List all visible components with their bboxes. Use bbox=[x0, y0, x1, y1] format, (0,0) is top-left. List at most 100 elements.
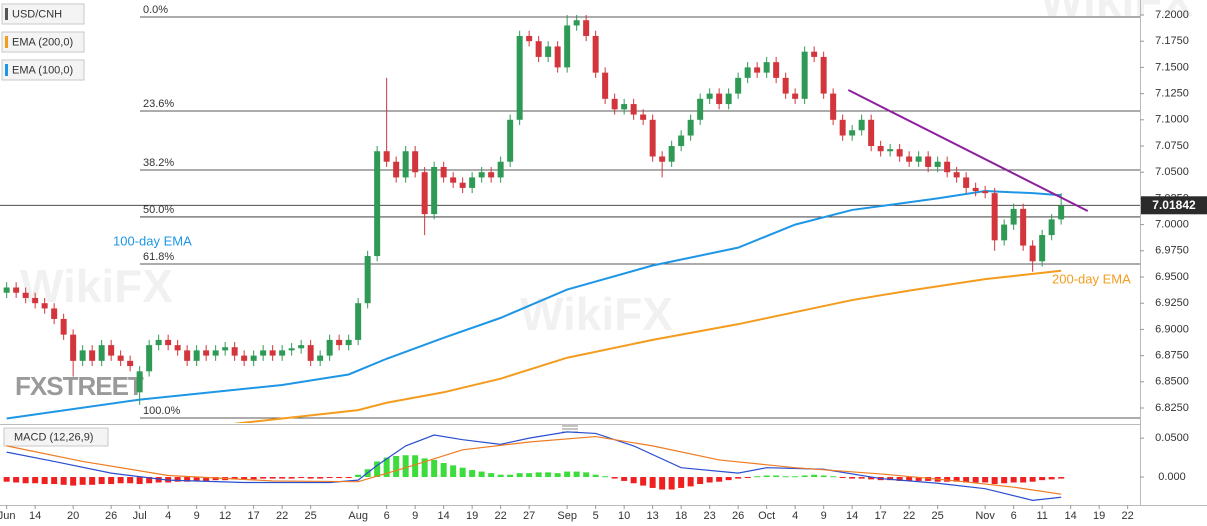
candle-body bbox=[279, 350, 286, 356]
candle-body bbox=[298, 345, 305, 349]
x-tick-label: 22 bbox=[276, 510, 288, 522]
candle-body bbox=[963, 177, 970, 188]
macd-histogram-bar bbox=[735, 477, 742, 479]
y-tick-label: 6.9750 bbox=[1155, 245, 1189, 257]
candle-body bbox=[117, 355, 124, 361]
y-tick-label: 6.9000 bbox=[1155, 323, 1189, 335]
candle-body bbox=[374, 151, 381, 257]
x-tick-label: 20 bbox=[67, 510, 79, 522]
macd-histogram-bar bbox=[279, 477, 286, 479]
annotation: 100-day EMA bbox=[113, 233, 192, 248]
macd-histogram-bar bbox=[668, 477, 675, 490]
candle-body bbox=[250, 355, 257, 361]
candle-body bbox=[906, 156, 913, 162]
x-tick-label: 14 bbox=[29, 510, 41, 522]
macd-histogram-bar bbox=[1058, 477, 1065, 479]
macd-histogram-bar bbox=[516, 473, 523, 478]
macd-histogram-bar bbox=[507, 474, 514, 478]
candle-body bbox=[41, 303, 48, 309]
fib-label: 38.2% bbox=[143, 157, 174, 169]
candle-body bbox=[421, 172, 428, 215]
macd-histogram-bar bbox=[773, 475, 780, 478]
macd-histogram-bar bbox=[288, 477, 295, 479]
macd-histogram-bar bbox=[687, 477, 694, 487]
macd-histogram-bar bbox=[41, 477, 48, 485]
candle-body bbox=[526, 35, 533, 42]
candle-body bbox=[896, 149, 903, 157]
candle-body bbox=[507, 119, 514, 162]
y-tick-label: 7.0750 bbox=[1155, 140, 1189, 152]
candle-body bbox=[1010, 208, 1017, 225]
annotation: 200-day EMA bbox=[1052, 271, 1131, 286]
x-tick-label: 27 bbox=[523, 510, 535, 522]
candle-body bbox=[1020, 208, 1027, 246]
candle-body bbox=[830, 93, 837, 120]
candle-body bbox=[583, 20, 590, 36]
x-tick-label: 4 bbox=[165, 510, 171, 522]
y-tick-label: 0.0500 bbox=[1155, 432, 1189, 444]
y-tick-label: 7.0500 bbox=[1155, 166, 1189, 178]
x-tick-label: 17 bbox=[875, 510, 887, 522]
watermark: WikiFX bbox=[1040, 0, 1193, 26]
candle-body bbox=[203, 350, 210, 356]
candle-body bbox=[839, 119, 846, 136]
macd-histogram-bar bbox=[402, 455, 409, 478]
fib-label: 50.0% bbox=[143, 204, 174, 216]
macd-histogram-bar bbox=[478, 471, 485, 478]
macd-histogram-bar bbox=[621, 477, 628, 481]
candle-body bbox=[98, 345, 105, 361]
macd-histogram-bar bbox=[155, 477, 162, 483]
candle-body bbox=[326, 339, 333, 356]
x-tick-label: 14 bbox=[846, 510, 858, 522]
x-tick-label: 25 bbox=[932, 510, 944, 522]
legend-label: USD/CNH bbox=[12, 8, 62, 20]
candle-body bbox=[659, 156, 666, 162]
candle-body bbox=[108, 345, 115, 356]
x-tick-label: 22 bbox=[903, 510, 915, 522]
candle-body bbox=[621, 104, 628, 110]
macd-histogram-bar bbox=[763, 475, 770, 478]
candle-body bbox=[716, 93, 723, 105]
legend-box bbox=[1, 59, 85, 81]
macd-histogram-bar bbox=[70, 477, 77, 486]
candle-body bbox=[469, 177, 476, 188]
y-tick-label: 6.8250 bbox=[1155, 402, 1189, 414]
candle-body bbox=[545, 46, 552, 57]
candle-body bbox=[79, 350, 86, 361]
candle-body bbox=[450, 177, 457, 183]
macd-histogram-bar bbox=[630, 477, 637, 484]
macd-histogram-bar bbox=[374, 461, 381, 478]
macd-histogram-bar bbox=[298, 477, 305, 479]
candle-body bbox=[773, 62, 780, 78]
macd-histogram-bar bbox=[488, 473, 495, 478]
candle-body bbox=[915, 156, 922, 162]
x-tick-label: 25 bbox=[305, 510, 317, 522]
x-tick-label: Nov bbox=[975, 510, 995, 522]
candle-body bbox=[231, 347, 238, 356]
candle-body bbox=[735, 77, 742, 94]
candle-body bbox=[269, 350, 276, 356]
ema-line bbox=[234, 269, 1062, 423]
candle-body bbox=[725, 93, 732, 105]
macd-title: MACD (12,26,9) bbox=[14, 431, 93, 443]
candle-body bbox=[687, 119, 694, 136]
y-tick-label: 7.2000 bbox=[1155, 9, 1189, 21]
candle-body bbox=[706, 93, 713, 99]
legend-box bbox=[1, 3, 85, 25]
candle-body bbox=[668, 145, 675, 162]
candle-body bbox=[22, 292, 29, 298]
x-tick-label: Jun bbox=[0, 510, 16, 522]
candle-body bbox=[649, 119, 656, 157]
macd-histogram-bar bbox=[592, 474, 599, 478]
y-tick-label: 7.1250 bbox=[1155, 87, 1189, 99]
candle-body bbox=[564, 25, 571, 68]
candle-body bbox=[972, 187, 979, 192]
macd-histogram-bar bbox=[792, 476, 799, 478]
macd-line bbox=[6, 435, 1062, 495]
x-tick-label: 9 bbox=[821, 510, 827, 522]
candle-body bbox=[858, 119, 865, 131]
macd-histogram-bar bbox=[820, 475, 827, 478]
macd-histogram-bar bbox=[89, 477, 96, 485]
macd-histogram-bar bbox=[1039, 477, 1046, 481]
macd-histogram-bar bbox=[640, 477, 647, 486]
